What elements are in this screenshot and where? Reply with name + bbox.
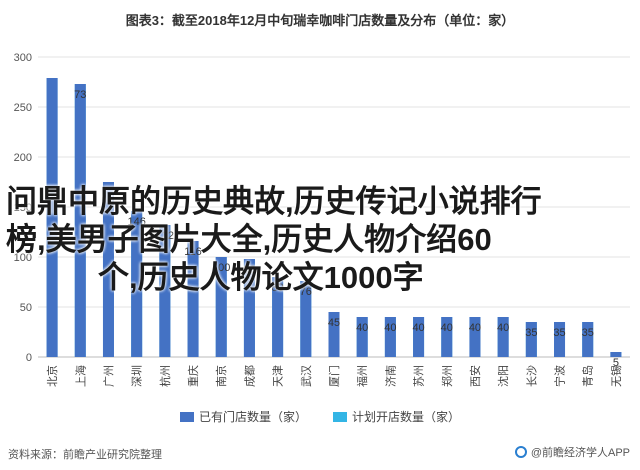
x-tick-label: 深圳 <box>131 365 144 387</box>
y-tick-label: 150 <box>14 202 32 214</box>
x-tick-label: 成都 <box>243 365 256 387</box>
data-label: 40 <box>384 322 396 334</box>
bar-existing <box>74 84 86 357</box>
bar-existing <box>413 317 425 357</box>
brand-mark: @前瞻经济学人APP <box>514 444 630 460</box>
data-label: 100 <box>212 262 230 274</box>
y-tick-label: 50 <box>20 302 32 314</box>
bar-existing <box>525 322 537 357</box>
x-tick-label: 沈阳 <box>496 365 510 387</box>
data-label: 132 <box>156 230 174 242</box>
x-tick-label: 郑州 <box>440 365 454 387</box>
data-label: 80 <box>271 282 283 294</box>
x-tick-label: 南京 <box>214 365 228 387</box>
legend-label-existing: 已有门店数量（家） <box>198 410 307 424</box>
legend-swatch-existing <box>179 411 194 422</box>
bar-existing <box>441 317 453 357</box>
x-tick-label: 宁波 <box>553 365 567 387</box>
y-tick-label: 200 <box>14 152 32 164</box>
y-tick-label: 250 <box>14 102 32 114</box>
y-tick-label: 100 <box>14 252 32 264</box>
x-tick-label: 苏州 <box>413 365 426 387</box>
bar-existing <box>356 317 368 357</box>
bar-existing <box>102 182 114 357</box>
legend-swatch-planned <box>333 411 347 422</box>
data-label: 116 <box>184 246 202 258</box>
data-label: 5 <box>613 357 619 369</box>
data-label: 73 <box>74 89 86 101</box>
data-label: 40 <box>441 322 453 334</box>
x-tick-label: 武汉 <box>300 365 313 387</box>
bar-existing <box>159 225 171 357</box>
data-label: 40 <box>412 322 424 334</box>
data-label: 35 <box>553 327 565 339</box>
x-tick-label: 杭州 <box>158 365 172 387</box>
x-tick-label: 重庆 <box>186 365 200 387</box>
x-tick-label: 无锡 <box>609 365 623 387</box>
x-tick-label: 上海 <box>73 365 87 387</box>
bar-existing <box>300 281 312 357</box>
source-note: 资料来源：前瞻产业研究院整理 <box>8 449 162 461</box>
bar-existing <box>46 78 58 357</box>
data-label: 35 <box>582 327 594 339</box>
brand-label: @前瞻经济学人APP <box>530 447 630 459</box>
legend-item-planned: 计划开店数量（家） <box>333 408 460 425</box>
x-tick-label: 北京 <box>45 365 59 387</box>
data-label: 76 <box>300 286 312 298</box>
x-tick-label: 长沙 <box>525 365 538 387</box>
legend-label-planned: 计划开店数量（家） <box>352 410 461 424</box>
data-label: 40 <box>356 322 368 334</box>
x-tick-label: 广州 <box>102 365 115 387</box>
bar-existing <box>328 312 340 357</box>
chart-title: 图表3：截至2018年12月中旬瑞幸咖啡门店数量及分布（单位：家） <box>125 13 515 28</box>
x-tick-label: 青岛 <box>581 365 595 387</box>
y-tick-label: 0 <box>26 352 32 364</box>
data-label: 40 <box>497 322 509 334</box>
brand-logo-icon <box>514 446 527 458</box>
bar-existing <box>469 317 481 357</box>
legend-item-existing: 已有门店数量（家） <box>179 408 307 425</box>
data-label: 146 <box>127 216 145 228</box>
bar-existing <box>131 211 143 357</box>
data-label: 35 <box>525 327 537 339</box>
x-tick-label: 天津 <box>272 365 285 387</box>
bar-existing <box>582 322 594 357</box>
x-tick-label: 厦门 <box>327 365 341 387</box>
x-tick-label: 福州 <box>355 365 369 387</box>
bar-existing <box>384 317 396 357</box>
bar-existing <box>554 322 566 357</box>
bar-existing <box>497 317 509 357</box>
bar-existing <box>215 257 227 357</box>
bar-existing <box>187 241 199 357</box>
bar-existing <box>272 277 284 357</box>
data-label: 40 <box>469 322 481 334</box>
y-tick-label: 300 <box>14 52 32 64</box>
data-label: 45 <box>328 317 340 329</box>
x-tick-label: 济南 <box>383 365 397 387</box>
x-tick-label: 西安 <box>468 365 482 387</box>
bar-existing <box>243 259 255 357</box>
chart-legend: 已有门店数量（家） 计划开店数量（家） <box>0 408 640 425</box>
data-label: 98 <box>243 264 255 276</box>
bar-existing <box>610 352 622 357</box>
